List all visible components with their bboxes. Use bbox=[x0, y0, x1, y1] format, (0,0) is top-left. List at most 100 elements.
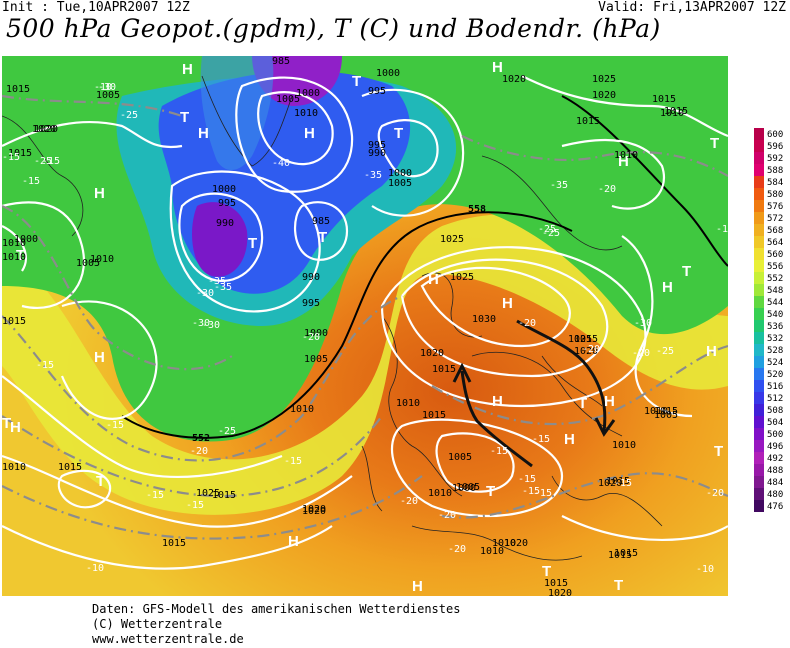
legend-swatch bbox=[754, 392, 764, 404]
legend-tick-label: 512 bbox=[767, 394, 783, 404]
high-marker: H bbox=[618, 153, 629, 170]
isotherm-value-label: -25 bbox=[542, 228, 560, 239]
isobar-value-label: 1030 bbox=[472, 314, 496, 325]
isobar-value-label: 1010 bbox=[294, 108, 318, 119]
isotherm-value-label: -15 bbox=[146, 490, 164, 501]
low-marker: T bbox=[248, 235, 257, 252]
isobar-value-label: 1010 bbox=[644, 406, 668, 417]
contour-558 bbox=[561, 95, 728, 267]
isotherm-value-label: -15 bbox=[42, 156, 60, 167]
isobars bbox=[2, 75, 728, 570]
legend-tick-label: 520 bbox=[767, 370, 783, 380]
isobar-value-label: 1005 bbox=[654, 410, 678, 421]
isobar-value-label: 1015 bbox=[212, 490, 236, 501]
low-marker: T bbox=[318, 229, 327, 246]
weather-map: 552 558 H H H H H H H H H H H H H H H H … bbox=[2, 56, 728, 596]
legend-tick-label: 548 bbox=[767, 286, 783, 296]
isotherm-value-label: -15 bbox=[522, 486, 540, 497]
isotherms bbox=[2, 94, 728, 540]
yellow-belt bbox=[2, 214, 728, 515]
isotherm-value-label: -10 bbox=[696, 564, 714, 575]
isobar-value-label: 1025 bbox=[440, 234, 464, 245]
isobar-value-label: 1015 bbox=[2, 316, 26, 327]
isotherm-value-label: -35 bbox=[550, 180, 568, 191]
low-pressure-markers: T T T T T T T T T T T T T T T bbox=[2, 73, 723, 594]
legend-tick-label: 500 bbox=[767, 430, 783, 440]
legend-swatch bbox=[754, 164, 764, 176]
isobar-value-label: 1000 bbox=[388, 168, 412, 179]
isobar-value-label: 1010 bbox=[428, 488, 452, 499]
isobar-value-label: 1000 bbox=[14, 234, 38, 245]
isobar-value-label: 1020 bbox=[504, 538, 528, 549]
isobar-value-label: 985 bbox=[312, 216, 330, 227]
isobar-value-label: 1020 bbox=[502, 74, 526, 85]
high-marker: H bbox=[94, 349, 105, 366]
legend-tick-label: 536 bbox=[767, 322, 783, 332]
isobar-value-label: 1015 bbox=[664, 106, 688, 117]
high-marker: H bbox=[94, 185, 105, 202]
isobar-value-label: 1020 bbox=[420, 348, 444, 359]
legend-swatch bbox=[754, 128, 764, 140]
legend-swatch bbox=[754, 440, 764, 452]
legend-swatch bbox=[754, 368, 764, 380]
legend-swatch bbox=[754, 380, 764, 392]
isotherm-value-label: -40 bbox=[272, 158, 290, 169]
isotherm-value-label: -25 bbox=[538, 224, 556, 235]
isobar-value-label: 1020 bbox=[592, 90, 616, 101]
legend-tick-label: 592 bbox=[767, 154, 783, 164]
legend-swatch bbox=[754, 464, 764, 476]
legend-swatch bbox=[754, 404, 764, 416]
isotherm-value-label: -15 bbox=[534, 488, 552, 499]
low-marker: T bbox=[714, 443, 723, 460]
isotherm-value-label: -15 bbox=[284, 456, 302, 467]
isobar-value-label: 1000 bbox=[304, 328, 328, 339]
legend-swatch bbox=[754, 488, 764, 500]
isobar-value-label: 1010 bbox=[290, 404, 314, 415]
isobar-value-label: 1000 bbox=[296, 88, 320, 99]
isobar-value-label: 1000 bbox=[452, 483, 476, 494]
legend-tick-label: 504 bbox=[767, 418, 783, 428]
isobar-value-label: 1010 bbox=[2, 252, 26, 263]
isotherm-value-label: -15 bbox=[2, 152, 20, 163]
legend-swatch bbox=[754, 308, 764, 320]
isobar-value-label: 1000 bbox=[376, 68, 400, 79]
contour-552 bbox=[121, 211, 573, 439]
legend-tick-label: 488 bbox=[767, 466, 783, 476]
isobar-value-label: 1015 bbox=[422, 410, 446, 421]
isobar-value-label: 1020 bbox=[32, 124, 56, 135]
legend-swatch bbox=[754, 212, 764, 224]
legend-tick-label: 480 bbox=[767, 490, 783, 500]
legend-tick-label: 556 bbox=[767, 262, 783, 272]
map-canvas: 552 558 H H H H H H H H H H H H H H H H … bbox=[2, 56, 728, 596]
isobar-value-label: 1020 bbox=[34, 124, 58, 135]
isotherm-value-label: -20 bbox=[706, 488, 724, 499]
isobar-value-label: 1015 bbox=[8, 148, 32, 159]
isobar-value-label: 1005 bbox=[304, 354, 328, 365]
legend-swatch bbox=[754, 224, 764, 236]
isobar-value-label: 995 bbox=[368, 140, 386, 151]
legend-cells: 600 596 592 588 584 580 576 572 568 564 560 556 552 5… bbox=[754, 128, 783, 512]
isobar-value-label: 1015 bbox=[614, 548, 638, 559]
low-marker: T bbox=[542, 563, 551, 580]
isobar-value-label: 1010 bbox=[480, 546, 504, 557]
isotherm-value-label: -25 bbox=[120, 110, 138, 121]
legend-tick-label: 576 bbox=[767, 202, 783, 212]
isobar-value-label: 1005 bbox=[388, 178, 412, 189]
low-marker: T bbox=[614, 577, 623, 594]
contour-552-label: 552 bbox=[192, 433, 210, 444]
high-marker: H bbox=[604, 393, 615, 410]
isobar-value-label: 1015 bbox=[544, 578, 568, 589]
isobar-value-label: 1005 bbox=[96, 90, 120, 101]
high-pressure-markers: H H H H H H H H H H H H H H H H H bbox=[10, 59, 717, 595]
legend-tick-label: 580 bbox=[767, 190, 783, 200]
isotherm-value-label: -20 bbox=[632, 348, 650, 359]
isobar-value-label: 1020 bbox=[598, 478, 622, 489]
isotherm-value-label: -20 bbox=[598, 184, 616, 195]
low-marker: T bbox=[682, 263, 691, 280]
isobar-value-label: 1000 bbox=[212, 184, 236, 195]
isobar-value-label: 1010 bbox=[2, 462, 26, 473]
isobar-value-label: 1015 bbox=[654, 406, 678, 417]
isotherm-value-label: -25 bbox=[218, 426, 236, 437]
high-marker: H bbox=[492, 393, 503, 410]
isotherm-value-label: -10 bbox=[94, 82, 112, 93]
